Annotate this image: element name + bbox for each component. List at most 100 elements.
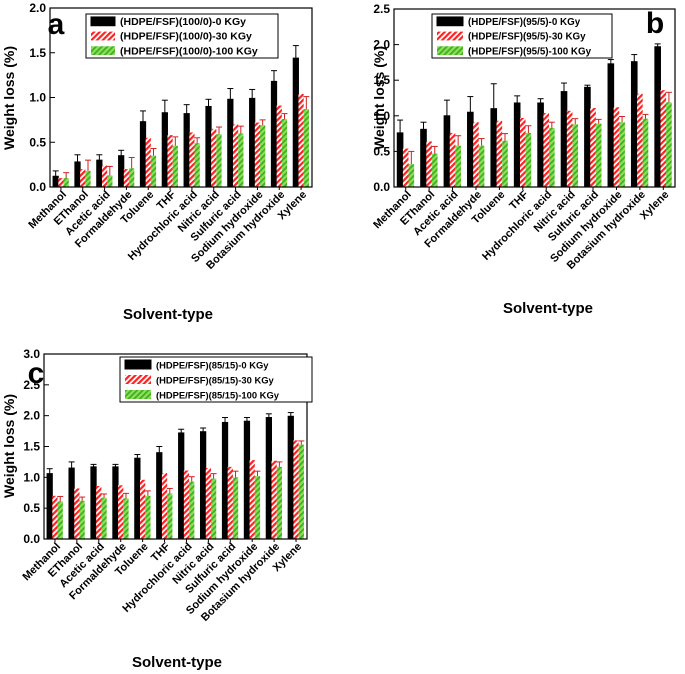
x-axis-title-c: Solvent-type bbox=[132, 654, 222, 671]
bar-a-s2-3 bbox=[129, 168, 135, 187]
bar-a-s2-9 bbox=[260, 125, 266, 187]
panel-c: 0.00.51.01.52.02.53.0MethanolEThanolAcet… bbox=[1, 347, 313, 671]
bar-b-s0-11 bbox=[654, 46, 661, 188]
bar-a-s0-0 bbox=[52, 175, 59, 188]
y-tick-label-c: 3.0 bbox=[23, 347, 40, 361]
y-tick-label-c: 1.5 bbox=[23, 440, 40, 454]
bar-c-s2-6 bbox=[189, 481, 195, 539]
bar-c-s1-8 bbox=[227, 466, 233, 539]
legend-frame-a bbox=[85, 13, 279, 59]
bar-b-s1-6 bbox=[543, 112, 550, 187]
y-tick-label-b: 1.0 bbox=[373, 109, 390, 123]
bar-c-s2-0 bbox=[57, 501, 63, 539]
legend-swatch-a-1 bbox=[91, 31, 115, 41]
x-axis-title-a: Solvent-type bbox=[123, 306, 213, 323]
bar-a-s1-9 bbox=[254, 122, 261, 187]
legend-swatch-c-1 bbox=[125, 375, 151, 384]
bar-b-s0-5 bbox=[513, 102, 521, 188]
y-tick-label-b: 2.0 bbox=[373, 38, 390, 52]
bar-c-s2-2 bbox=[101, 497, 107, 539]
legend-swatch-b-2 bbox=[437, 46, 463, 56]
bar-b-s0-4 bbox=[490, 108, 498, 188]
bar-c-s1-6 bbox=[183, 470, 190, 539]
legend-entry-c-2: (HDPE/FSF)(85/15)-100 KGy bbox=[156, 389, 280, 400]
y-tick-label-c: 2.5 bbox=[23, 378, 40, 392]
bar-a-s0-8 bbox=[227, 98, 234, 188]
bar-c-s0-9 bbox=[243, 420, 251, 540]
bar-c-s1-0 bbox=[52, 495, 58, 539]
bar-c-s1-7 bbox=[205, 468, 212, 539]
bar-c-s0-5 bbox=[156, 452, 163, 540]
legend-entry-b-2: (HDPE/FSF)(95/5)-100 KGy bbox=[468, 46, 592, 57]
bar-c-s2-1 bbox=[79, 500, 85, 539]
x-axis-title-b: Solvent-type bbox=[503, 300, 593, 317]
bar-a-s1-5 bbox=[167, 135, 173, 187]
bar-c-s2-8 bbox=[232, 477, 239, 539]
bar-b-s1-0 bbox=[402, 148, 409, 187]
panel-label-b: b bbox=[646, 7, 664, 40]
bar-a-s0-11 bbox=[292, 57, 299, 188]
bar-b-s0-8 bbox=[584, 86, 591, 188]
legend-swatch-a-2 bbox=[91, 46, 115, 56]
bar-c-s2-3 bbox=[123, 498, 129, 539]
bar-c-s1-5 bbox=[161, 473, 168, 539]
y-tick-label-c: 1.0 bbox=[23, 470, 40, 484]
bar-a-s1-6 bbox=[189, 132, 195, 187]
bar-b-s1-4 bbox=[496, 120, 503, 187]
bar-b-s0-7 bbox=[560, 91, 568, 188]
bar-b-s0-2 bbox=[443, 115, 451, 188]
legend-swatch-c-2 bbox=[125, 390, 151, 399]
y-axis-title-a: Weight loss (%) bbox=[1, 46, 17, 150]
bar-c-s0-1 bbox=[68, 467, 75, 540]
bar-a-s1-4 bbox=[145, 137, 151, 187]
bar-c-s2-7 bbox=[211, 478, 217, 539]
y-tick-label-c: 0.0 bbox=[23, 532, 40, 546]
bar-b-s1-9 bbox=[613, 107, 620, 187]
legend-swatch-b-1 bbox=[437, 31, 463, 41]
bar-c-s1-3 bbox=[118, 485, 124, 539]
bar-b-s0-1 bbox=[420, 128, 427, 188]
bar-b-s1-5 bbox=[519, 117, 526, 187]
bar-b-s2-2 bbox=[455, 145, 461, 187]
bar-a-s1-3 bbox=[123, 169, 130, 187]
legend-b: (HDPE/FSF)(95/5)-0 KGy (HDPE/FSF)(95/5)-3… bbox=[431, 13, 613, 59]
bar-a-s2-0 bbox=[63, 178, 69, 187]
bar-c-s2-9 bbox=[254, 476, 261, 539]
y-tick-label-a: 1.5 bbox=[29, 46, 46, 60]
bar-c-s0-3 bbox=[112, 466, 119, 540]
y-tick-label-a: 0.0 bbox=[29, 180, 46, 194]
bar-a-s1-10 bbox=[276, 105, 282, 187]
bar-c-s0-7 bbox=[199, 431, 207, 540]
bar-b-s2-5 bbox=[525, 132, 532, 187]
bar-c-s2-5 bbox=[167, 493, 173, 539]
legend-entry-b-1: (HDPE/FSF)(95/5)-30 KGy bbox=[468, 32, 586, 43]
bar-c-s0-6 bbox=[178, 432, 185, 540]
panel-label-a: a bbox=[48, 8, 65, 41]
bar-a-s0-1 bbox=[74, 161, 81, 188]
y-tick-label-b: 0.5 bbox=[373, 144, 390, 158]
bar-a-s2-5 bbox=[172, 145, 178, 187]
legend-entry-a-2: (HDPE/FSF)(100/0)-100 KGy bbox=[120, 45, 258, 57]
panel-b: 0.00.51.01.52.02.5MethanolEThanolAcetic … bbox=[371, 2, 676, 317]
bar-b-s2-3 bbox=[478, 145, 485, 187]
bar-b-s0-10 bbox=[630, 61, 638, 188]
bar-a-s0-10 bbox=[270, 80, 278, 188]
bar-b-s1-3 bbox=[473, 122, 479, 187]
bar-b-s1-7 bbox=[566, 110, 573, 187]
bar-a-s0-7 bbox=[205, 105, 212, 188]
bar-b-s2-10 bbox=[642, 118, 649, 187]
bar-a-s0-2 bbox=[96, 159, 103, 188]
bar-b-s0-3 bbox=[467, 111, 474, 188]
bar-a-s2-1 bbox=[85, 170, 91, 187]
legend-entry-b-0: (HDPE/FSF)(95/5)-0 KGy bbox=[468, 17, 581, 28]
bar-b-s2-9 bbox=[619, 122, 625, 187]
legend-entry-a-0: (HDPE/FSF)(100/0)-0 KGy bbox=[120, 16, 246, 28]
bar-c-s0-10 bbox=[265, 417, 272, 540]
bar-b-s2-8 bbox=[595, 123, 602, 187]
bar-b-s2-1 bbox=[431, 153, 438, 187]
y-axis-title-b: Weight loss (%) bbox=[371, 46, 387, 150]
bar-c-s0-11 bbox=[287, 415, 294, 540]
bar-c-s0-4 bbox=[134, 457, 141, 540]
